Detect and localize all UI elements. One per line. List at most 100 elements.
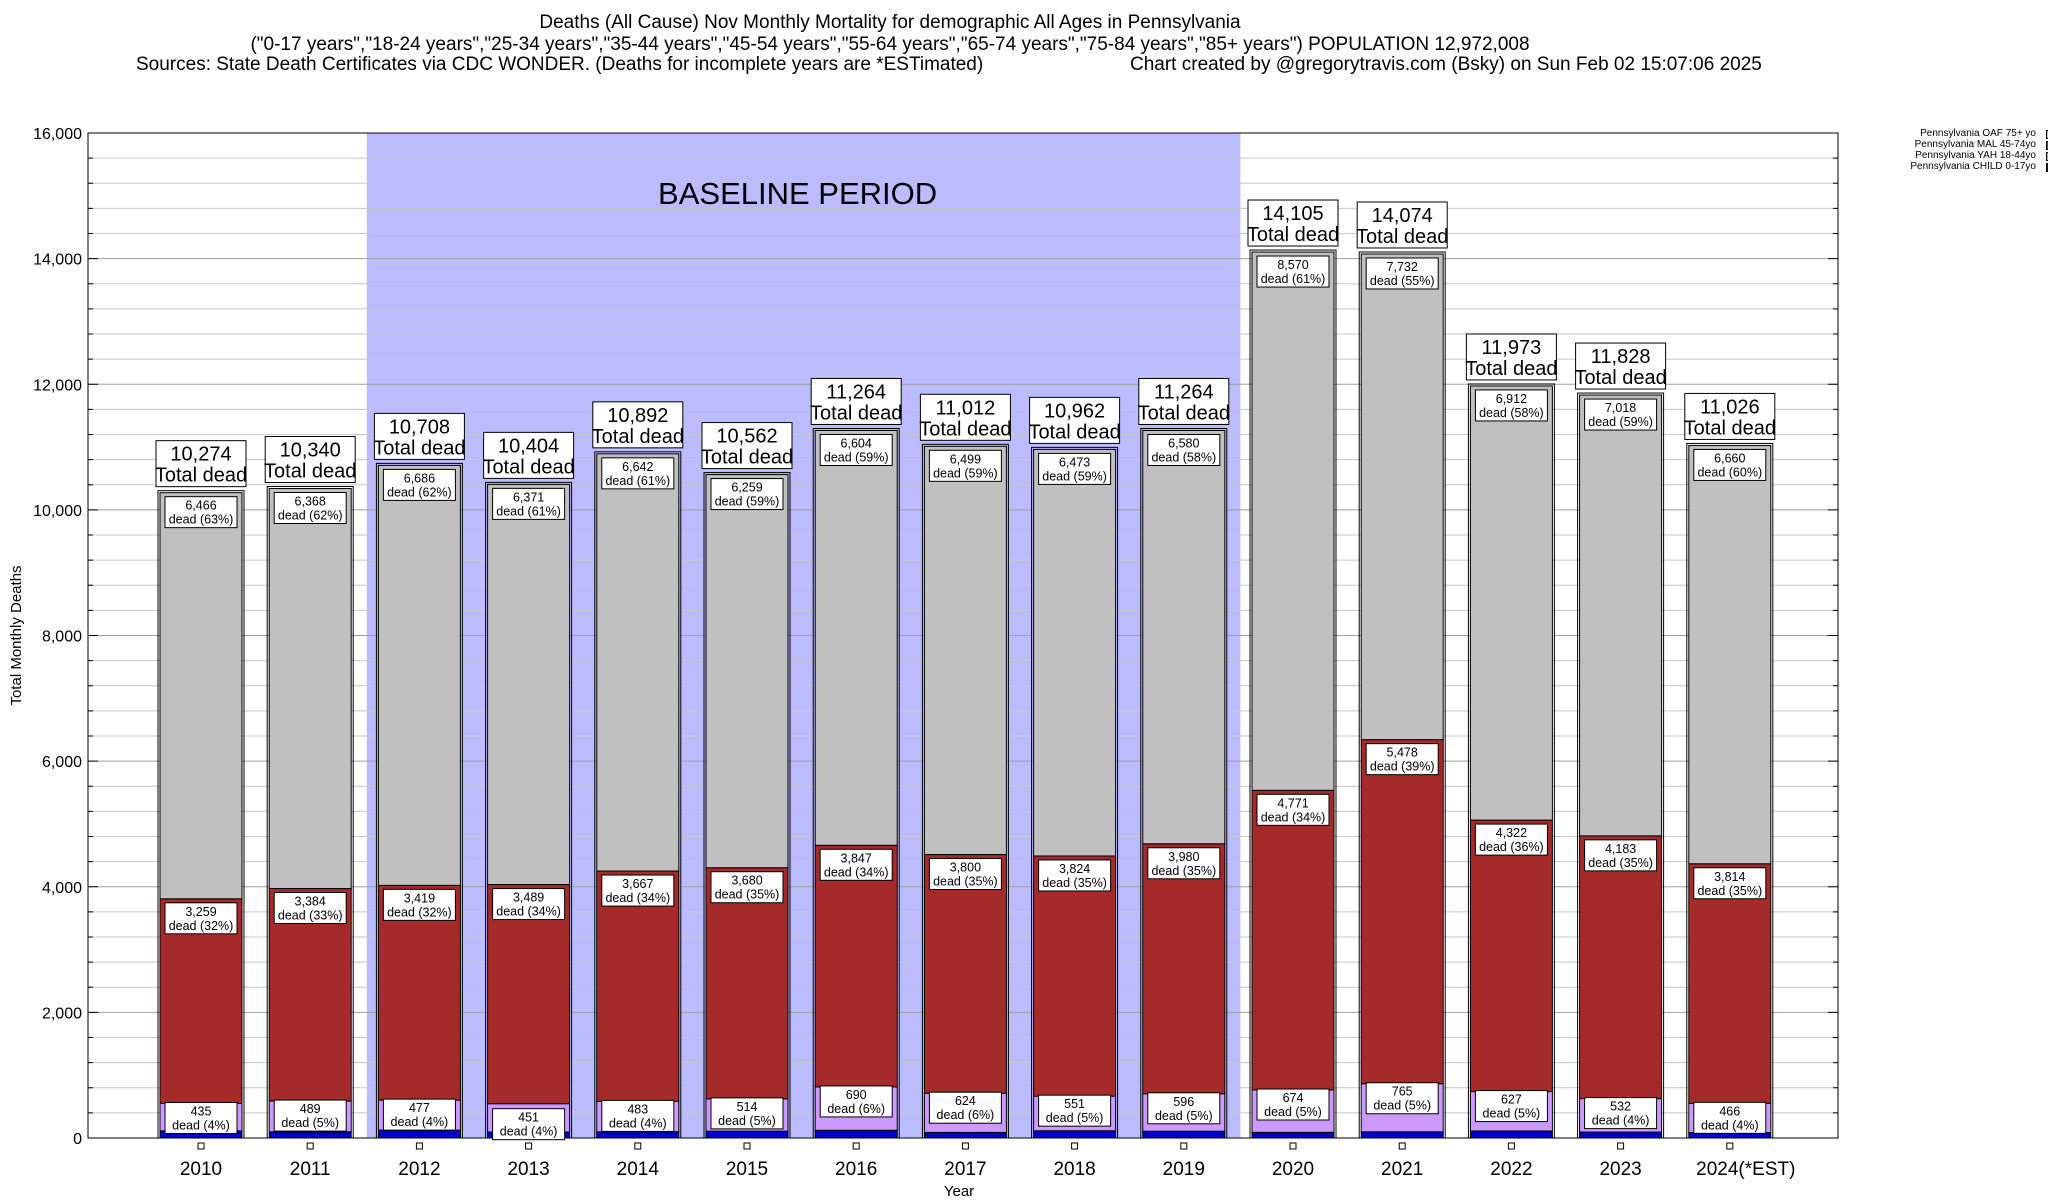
data-label-mal-box [1474, 823, 1548, 856]
data-label-oaf-line: dead (59%) [715, 495, 780, 509]
bar-outline [1358, 251, 1446, 1139]
total-label-suffix: Total dead [810, 402, 902, 424]
data-label-mal-line: dead (35%) [1151, 864, 1216, 878]
bar-segment-child [1579, 1131, 1663, 1139]
x-marker [1071, 1142, 1079, 1150]
x-tick-label: 2023 [1599, 1159, 1641, 1180]
data-label-yah-line: dead (5%) [281, 1116, 339, 1130]
bar-outline [1249, 249, 1337, 1139]
total-label-value: 14,105 [1262, 203, 1323, 225]
data-label-yah-box [1693, 1101, 1767, 1134]
legend-swatch-child [2046, 163, 2048, 172]
total-label-value: 11,973 [1482, 337, 1542, 359]
bar-segment-oaf [1251, 251, 1335, 791]
sources-note: Sources: State Death Certificates via CD… [136, 54, 984, 75]
bar-segment-mal [923, 854, 1007, 1094]
data-label-yah-line: 477 [409, 1101, 430, 1115]
total-label-suffix: Total dead [701, 447, 793, 469]
x-tick-label: 2016 [835, 1159, 877, 1180]
bar-outline [921, 443, 1009, 1139]
bar-outline [157, 490, 245, 1139]
bar-outline [1577, 392, 1665, 1139]
y-tick-label: 6,000 [42, 754, 82, 771]
bar-outline [594, 451, 682, 1139]
bar-outline [1140, 427, 1228, 1139]
data-label-yah-box [1038, 1094, 1112, 1127]
bar-segment-child [596, 1131, 680, 1139]
bar-segment-child [1251, 1131, 1335, 1139]
data-label-oaf-line: 6,371 [513, 490, 544, 504]
total-label-value: 11,012 [936, 397, 996, 419]
data-label-oaf-line: 7,732 [1387, 260, 1418, 274]
total-label-value: 14,074 [1372, 205, 1433, 227]
data-label-yah-line: dead (4%) [172, 1119, 230, 1133]
total-label-box [701, 422, 793, 470]
data-label-yah-line: dead (6%) [937, 1108, 995, 1122]
total-label-suffix: Total dead [592, 426, 684, 448]
total-label-suffix: Total dead [482, 456, 574, 478]
data-label-oaf-box [928, 449, 1002, 482]
data-label-mal-line: dead (35%) [1697, 884, 1762, 898]
total-label-box [1138, 377, 1230, 425]
data-label-oaf-box [164, 496, 238, 529]
data-label-oaf-line: 6,660 [1714, 451, 1745, 465]
data-label-yah-line: 483 [627, 1102, 648, 1116]
data-label-mal-line: 3,667 [622, 877, 653, 891]
data-label-oaf-line: dead (61%) [1261, 272, 1326, 286]
data-label-yah-line: 451 [518, 1111, 539, 1125]
bar-outline [812, 427, 900, 1139]
y-tick-label: 14,000 [33, 252, 82, 269]
data-label-oaf-line: 6,686 [404, 471, 435, 485]
total-label-value: 11,026 [1700, 396, 1760, 418]
total-label-box [155, 440, 247, 488]
data-label-yah-box [273, 1099, 347, 1132]
data-label-oaf-line: 6,466 [185, 499, 216, 513]
bar-segment-mal [1033, 855, 1117, 1097]
data-label-mal-line: dead (35%) [715, 888, 780, 902]
x-marker [1507, 1142, 1515, 1150]
total-label-box [1356, 201, 1448, 249]
bar-outline [1031, 446, 1119, 1139]
data-label-yah-line: 674 [1283, 1091, 1304, 1105]
bar-segment-oaf [1469, 385, 1553, 821]
data-label-oaf-line: dead (63%) [169, 513, 234, 527]
data-label-yah-line: dead (4%) [500, 1125, 558, 1139]
bar-segment-mal [377, 884, 461, 1101]
total-label-box [483, 431, 575, 479]
bar-segment-child [1142, 1130, 1226, 1139]
x-tick-label: 2022 [1490, 1159, 1532, 1180]
x-tick-label: 2024(*EST) [1696, 1159, 1795, 1180]
data-label-oaf-box [273, 492, 347, 525]
data-label-yah-line: 596 [1173, 1095, 1194, 1109]
data-label-mal-line: dead (35%) [933, 875, 998, 889]
data-label-yah-box [1474, 1090, 1548, 1123]
bar-segment-mal [1360, 739, 1444, 1085]
total-label-suffix: Total dead [1138, 402, 1230, 424]
total-label-suffix: Total dead [373, 437, 465, 459]
data-label-mal-line: 3,814 [1714, 870, 1745, 884]
legend-label-child: Pennsylvania CHILD 0-17yo [1910, 161, 2036, 172]
title-line-1: Deaths (All Cause) Nov Monthly Mortality… [539, 12, 1241, 33]
data-label-oaf-box [710, 478, 784, 511]
legend-label-oaf: Pennsylvania OAF 75+ yo [1920, 128, 2036, 139]
bar-segment-mal [1142, 843, 1226, 1095]
data-label-yah-box [1256, 1088, 1330, 1121]
bar-outline [375, 462, 463, 1139]
data-label-yah-line: 765 [1392, 1085, 1413, 1099]
legend: Pennsylvania OAF 75+ yo Pennsylvania MAL… [1850, 128, 2048, 172]
data-label-yah-box [164, 1102, 238, 1135]
data-label-oaf-line: 6,912 [1496, 392, 1527, 406]
credit-note: Chart created by @gregorytravis.com (Bsk… [1130, 54, 1762, 75]
y-tick-label: 0 [73, 1131, 82, 1148]
data-label-oaf-line: dead (59%) [933, 466, 998, 480]
bar-segment-oaf [596, 453, 680, 872]
data-label-yah-line: 690 [846, 1088, 867, 1102]
data-label-yah-line: dead (5%) [1373, 1099, 1431, 1113]
x-marker [1726, 1142, 1734, 1150]
data-label-mal-box [164, 902, 238, 935]
legend-swatch-oaf [2046, 130, 2048, 139]
data-label-mal-line: 3,259 [185, 905, 216, 919]
data-label-mal-line: 3,824 [1059, 862, 1090, 876]
x-tick-label: 2020 [1272, 1159, 1314, 1180]
